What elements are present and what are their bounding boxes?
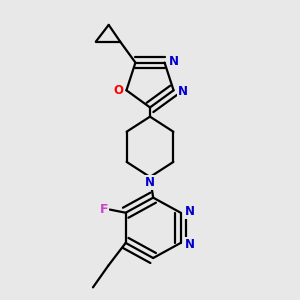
Text: N: N: [145, 176, 155, 189]
Text: F: F: [100, 203, 108, 216]
Text: N: N: [178, 85, 188, 98]
Text: N: N: [169, 55, 178, 68]
Text: N: N: [185, 238, 195, 251]
Text: N: N: [185, 205, 195, 218]
Text: O: O: [113, 84, 124, 97]
